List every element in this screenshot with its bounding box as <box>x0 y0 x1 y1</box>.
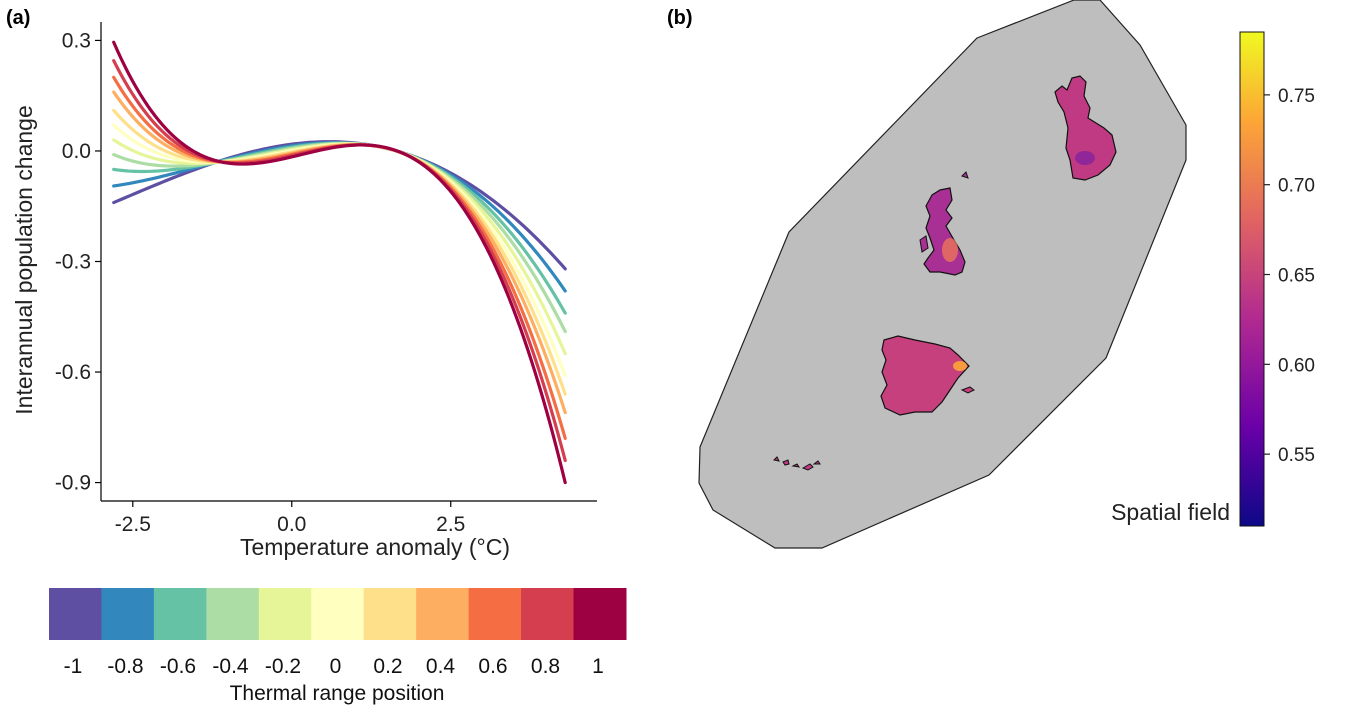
legend-label: -0.6 <box>160 655 196 678</box>
legend-label: 0 <box>330 655 342 678</box>
y-axis-title: Interannual population change <box>11 105 37 414</box>
legend-swatch <box>206 588 260 640</box>
colorbar-tick-label: 0.65 <box>1278 266 1315 287</box>
legend-swatch <box>153 588 207 640</box>
y-tick-label: 0.0 <box>62 140 91 163</box>
colorbar-tick-label: 0.55 <box>1278 445 1315 466</box>
x-tick-label: 0.0 <box>277 513 306 536</box>
colorbar-ticks: 0.75 0.70 0.65 0.60 0.55 <box>1264 86 1315 466</box>
y-tick-label: -0.6 <box>55 361 91 384</box>
iberia-high-patch <box>953 361 967 371</box>
series-line <box>112 90 567 415</box>
legend-label: -1 <box>64 655 83 678</box>
series-line <box>112 40 567 485</box>
island-balearic <box>960 386 975 394</box>
legend-title: Thermal range position <box>230 682 445 705</box>
x-tick-label: 2.5 <box>436 513 465 536</box>
panel-a-label: (a) <box>6 7 30 29</box>
series-line <box>112 59 567 463</box>
legend-swatch <box>468 588 522 640</box>
series-lines <box>112 40 567 485</box>
legend-swatch <box>101 588 155 640</box>
panel-b-spatial-map: (b) 0.75 0.70 0.65 0.60 0.55 Spatial field <box>667 0 1315 549</box>
series-line <box>112 75 567 440</box>
colorbar-tick-label: 0.75 <box>1278 86 1315 107</box>
y-ticks: 0.3 0.0 -0.3 -0.6 -0.9 <box>55 29 101 495</box>
region-iberian-peninsula <box>880 335 970 416</box>
region-fennoscandia <box>1054 75 1117 181</box>
colorbar <box>1239 31 1265 527</box>
thermal-range-legend: -1 -0.8 -0.6 -0.4 -0.2 0 0.2 0.4 0.6 0.8 1 <box>49 588 627 678</box>
x-axis-title: Temperature anomaly (°C) <box>240 534 510 560</box>
fennoscandia-low-patch <box>1075 151 1095 165</box>
colorbar-title: Spatial field <box>1111 499 1230 525</box>
legend-swatch <box>573 588 627 640</box>
panel-a-line-chart: (a) 0.3 0.0 -0.3 -0.6 -0.9 -2.5 0.0 2.5 Temper… <box>6 7 627 705</box>
legend-swatch <box>416 588 470 640</box>
legend-swatch <box>49 588 102 640</box>
y-tick-label: 0.3 <box>62 29 91 52</box>
island-shetland <box>961 171 969 179</box>
legend-label: 1 <box>592 655 604 678</box>
legend-label: 0.4 <box>426 655 456 678</box>
panel-b-label: (b) <box>667 7 693 29</box>
legend-label: -0.4 <box>212 655 249 678</box>
legend-label: 0.2 <box>373 655 402 678</box>
legend-label: -0.2 <box>265 655 301 678</box>
legend-swatch <box>311 588 365 640</box>
legend-swatch <box>258 588 312 640</box>
island-ireland-small <box>919 235 929 253</box>
mesh-region <box>698 0 1187 549</box>
legend-swatch <box>363 588 417 640</box>
x-tick-label: -2.5 <box>115 513 151 536</box>
legend-swatch <box>521 588 575 640</box>
colorbar-tick-label: 0.70 <box>1278 176 1315 197</box>
colorbar-tick-label: 0.60 <box>1278 355 1315 376</box>
y-tick-label: -0.3 <box>55 251 91 274</box>
great-britain-high-patch <box>942 238 958 262</box>
legend-label: 0.8 <box>531 655 560 678</box>
y-tick-label: -0.9 <box>55 472 91 495</box>
legend-label: -0.8 <box>107 655 143 678</box>
legend-label: 0.6 <box>478 655 507 678</box>
x-ticks: -2.5 0.0 2.5 <box>115 501 465 536</box>
region-canary-islands <box>772 456 821 471</box>
